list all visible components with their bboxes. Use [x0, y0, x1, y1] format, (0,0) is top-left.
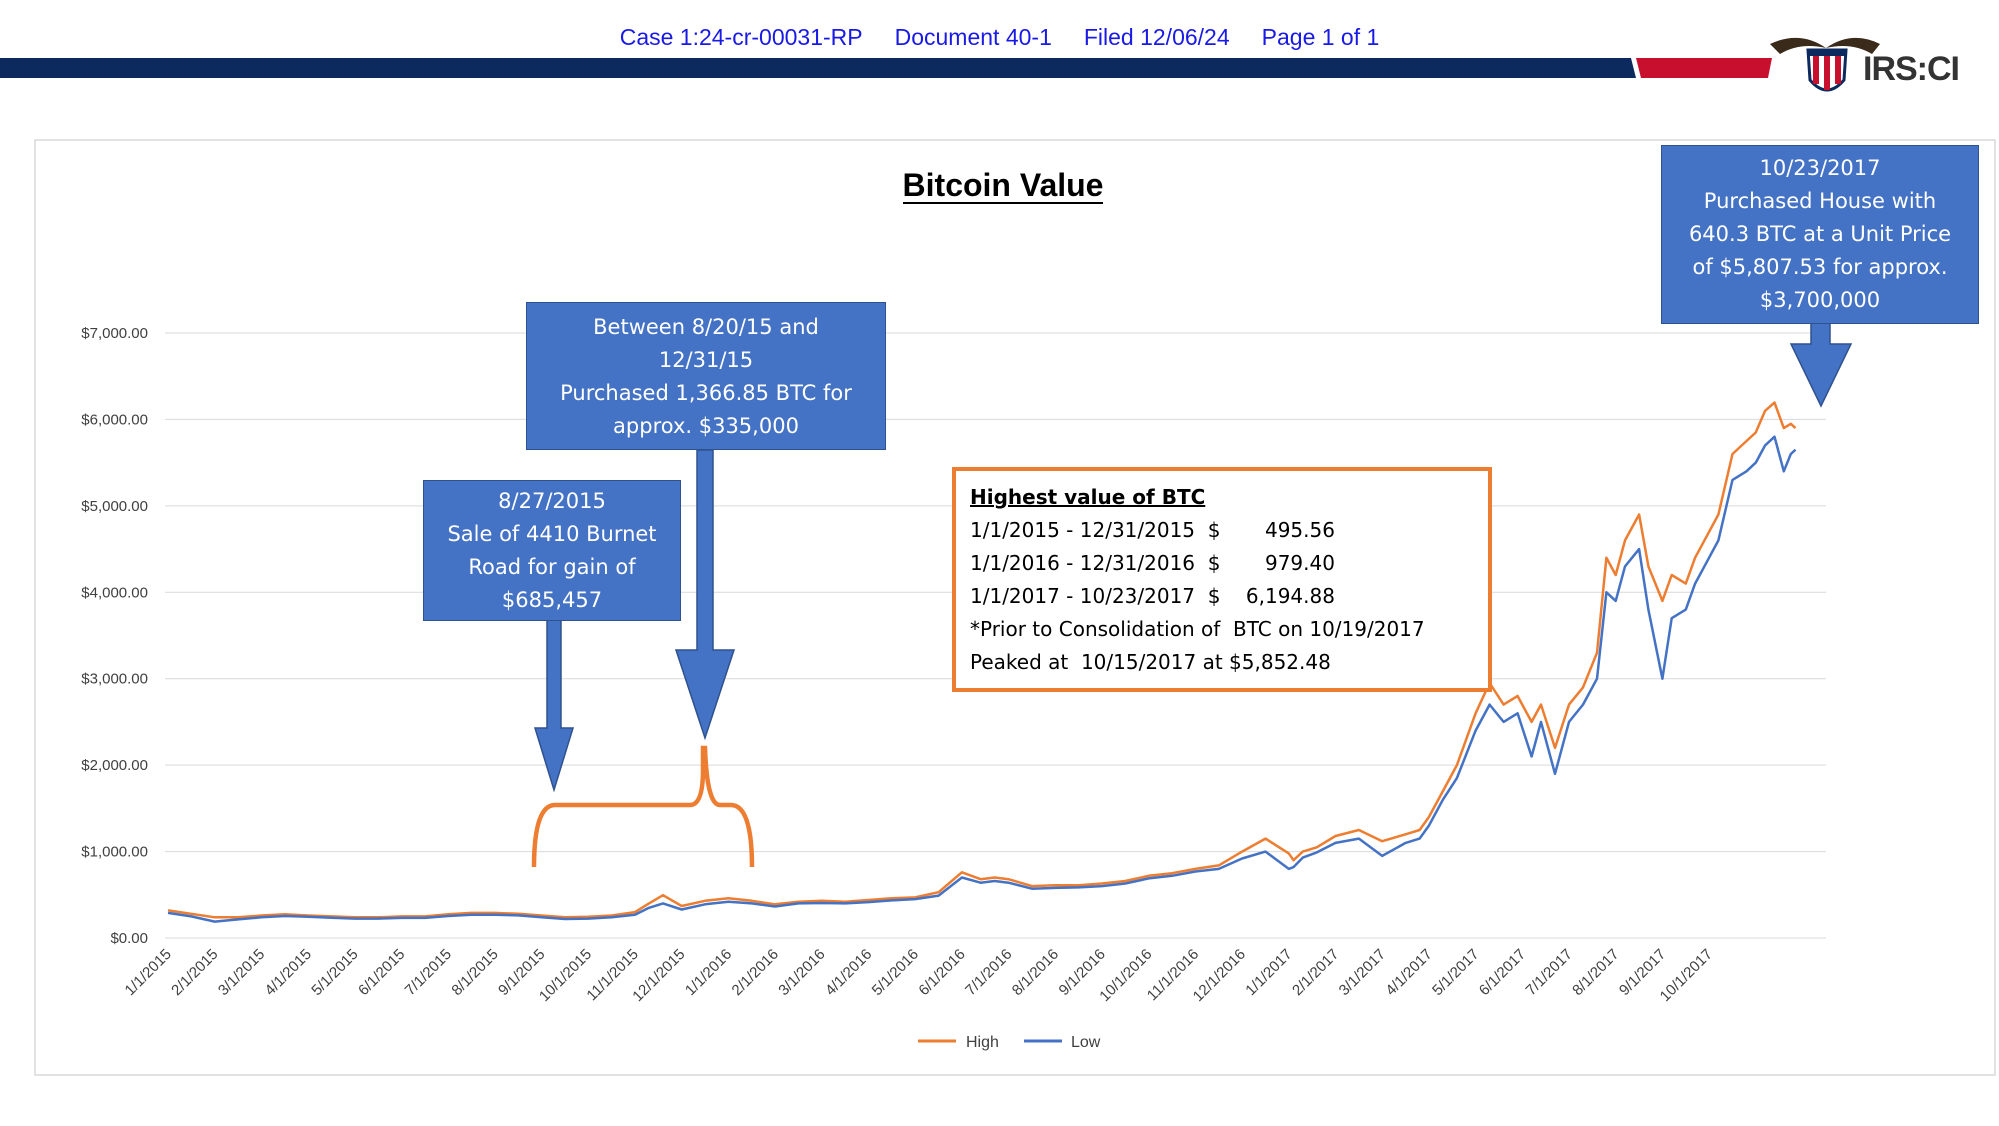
callout-line: $3,700,000 [1759, 288, 1881, 312]
property-sale-callout: 8/27/2015 Sale of 4410 Burnet Road for g… [423, 480, 681, 621]
y-tick-label: $2,000.00 [81, 757, 148, 774]
legend-low-label: Low [1071, 1034, 1101, 1051]
y-tick-label: $6,000.00 [81, 411, 148, 428]
callout-line: Sale of 4410 Burnet [447, 522, 657, 546]
page-number: Page 1 of 1 [1261, 24, 1380, 50]
y-tick-label: $0.00 [110, 930, 148, 947]
case-header: Case 1:24-cr-00031-RP Document 40-1 Filed … [0, 24, 1999, 51]
callout-line: approx. $335,000 [613, 414, 799, 438]
series-line-high [167, 401, 1797, 919]
header-red-stripe [1636, 58, 1772, 78]
callout-line: 640.3 BTC at a Unit Price [1688, 222, 1952, 246]
callout-line: Between 8/20/15 and [593, 315, 819, 339]
btc-purchase-callout: Between 8/20/15 and 12/31/15 Purchased 1… [526, 302, 886, 450]
callout-line: of $5,807.53 for approx. [1692, 255, 1948, 279]
header-navy-stripe [0, 58, 1636, 78]
legend: High Low [918, 1034, 1101, 1051]
y-axis: $0.00 $1,000.00 $2,000.00 $3,000.00 $4,000.0… [81, 325, 148, 947]
house-arrow-icon [1789, 321, 1853, 408]
series-line-low [167, 435, 1797, 923]
legend-high-label: High [966, 1034, 999, 1051]
y-tick-label: $7,000.00 [81, 325, 148, 342]
y-tick-label: $3,000.00 [81, 671, 148, 688]
chart-title: Bitcoin Value [903, 167, 1104, 203]
callout-line: 12/31/15 [658, 348, 754, 372]
highest-value-box: Highest value of BTC 1/1/2015 - 12/31/20… [952, 467, 1492, 692]
y-tick-label: $5,000.00 [81, 498, 148, 515]
logo-text: IRS:CI [1863, 50, 1960, 88]
callout-line: 10/23/2017 [1759, 156, 1881, 180]
callout-line: $685,457 [501, 588, 603, 612]
filed-date: Filed 12/06/24 [1083, 24, 1230, 50]
house-purchase-callout: 10/23/2017 Purchased House with 640.3 BT… [1661, 145, 1979, 324]
irs-ci-logo-icon [1770, 37, 1880, 92]
highest-value-line: 1/1/2017 - 10/23/2017 $ 6,194.88 [970, 584, 1335, 608]
peak-note: Peaked at 10/15/2017 at $5,852.48 [970, 650, 1331, 674]
callout-line: 8/27/2015 [498, 489, 606, 513]
highest-value-line: 1/1/2016 - 12/31/2016 $ 979.40 [970, 551, 1335, 575]
document-number: Document 40-1 [894, 24, 1052, 50]
case-number: Case 1:24-cr-00031-RP [619, 24, 863, 50]
series-lines [167, 401, 1797, 923]
purchase-arrow-icon [674, 449, 736, 741]
callout-line: Purchased 1,366.85 BTC for [560, 381, 852, 405]
consolidation-note: *Prior to Consolidation of BTC on 10/19/… [970, 617, 1425, 641]
y-tick-label: $4,000.00 [81, 584, 148, 601]
callout-line: Purchased House with [1703, 189, 1937, 213]
highest-value-line: 1/1/2015 - 12/31/2015 $ 495.56 [970, 518, 1335, 542]
y-tick-label: $1,000.00 [81, 844, 148, 861]
callout-line: Road for gain of [468, 555, 636, 579]
purchase-period-brace [531, 745, 755, 868]
highest-value-title: Highest value of BTC [970, 485, 1206, 509]
sale-arrow-icon [533, 619, 575, 793]
